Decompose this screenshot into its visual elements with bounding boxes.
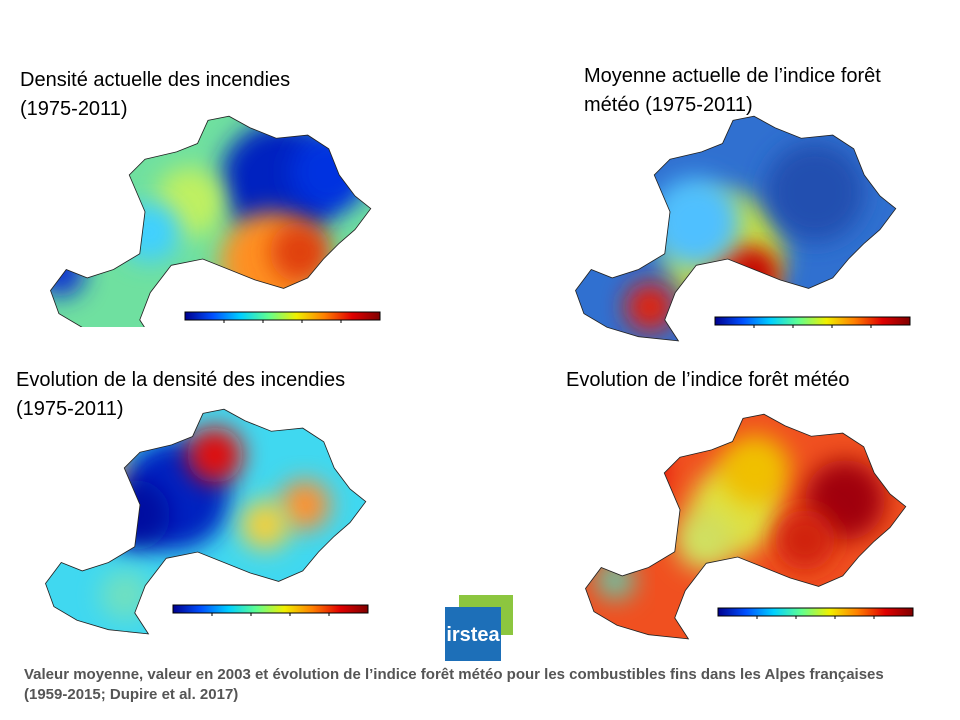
map-outline: [50, 115, 372, 327]
map-blob: [290, 132, 370, 212]
map-area: [575, 116, 896, 341]
map-blob: [775, 510, 835, 570]
map-blob: [605, 440, 665, 500]
map-blob: [100, 480, 170, 550]
map-area: [50, 116, 371, 327]
colorbar: [717, 607, 914, 617]
map-blob: [240, 500, 290, 550]
colorbar: [172, 604, 369, 614]
colorbar: [714, 316, 911, 326]
map-outline: [585, 413, 907, 640]
panel-title: Densité actuelle des incendies (1975-201…: [20, 69, 291, 120]
map-blob: [765, 142, 865, 242]
map-blob: [735, 252, 775, 292]
map: [575, 115, 911, 342]
map: [585, 413, 914, 640]
map-blob: [120, 202, 180, 262]
logo: irstea: [445, 595, 513, 661]
map-blob: [187, 427, 243, 483]
map: [45, 408, 369, 635]
map-outline: [45, 408, 367, 635]
map-blob: [720, 435, 790, 505]
panel-title: Evolution de la densité des incendies (1…: [16, 369, 346, 420]
colorbar: [184, 311, 381, 321]
map-blob: [270, 222, 330, 282]
map-blob: [675, 510, 735, 570]
map-blob: [100, 570, 150, 620]
map-blob: [67, 437, 123, 493]
logo-shape: [445, 607, 501, 661]
map-blob: [650, 177, 740, 267]
map-area: [585, 414, 906, 639]
map-blob: [595, 560, 635, 600]
map-area: [45, 409, 366, 634]
map: [50, 115, 381, 327]
panel-title: Evolution de l’indice forêt météo: [566, 369, 850, 391]
logo-text: irstea: [446, 624, 500, 646]
map-blob: [625, 282, 675, 332]
panel-title: Moyenne actuelle de l’indice forêt météo…: [584, 65, 881, 116]
caption: Valeur moyenne, valeur en 2003 et évolut…: [24, 666, 884, 703]
map-outline: [575, 115, 897, 342]
map-blob: [280, 480, 330, 530]
